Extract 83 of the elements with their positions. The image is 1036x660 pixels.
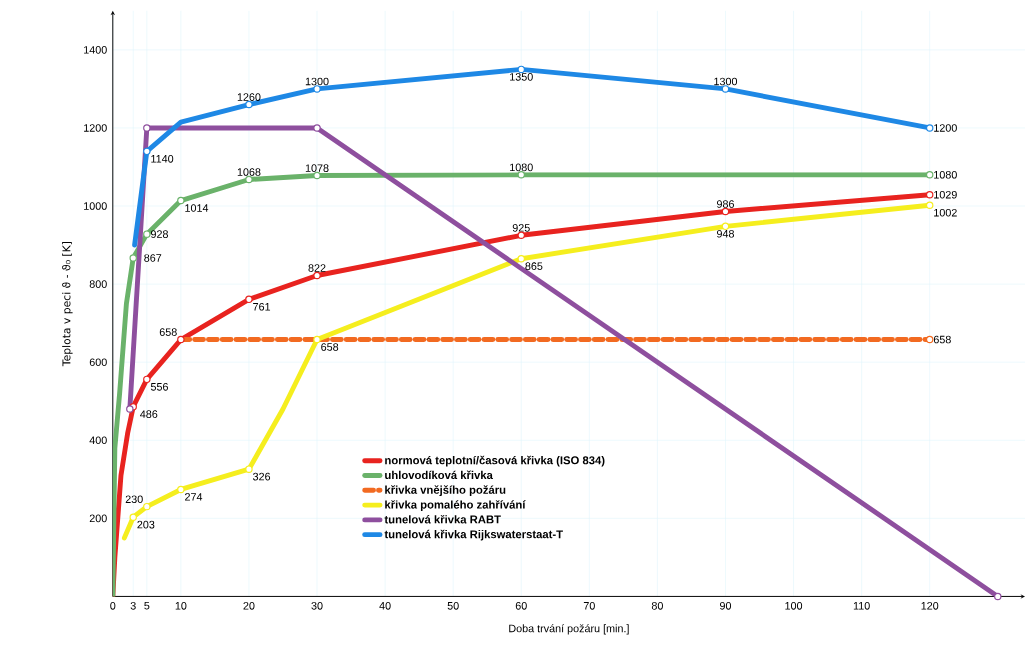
- x-tick-label: 30: [311, 601, 323, 610]
- point: [313, 335, 321, 344]
- point: [925, 201, 934, 209]
- data-label: 1260: [237, 93, 261, 101]
- x-tick-label: 60: [515, 601, 527, 610]
- data-label: 1068: [237, 168, 261, 176]
- legend-label: normová teplotní/časová křivka (ISO 834): [385, 455, 605, 467]
- point: [925, 170, 934, 179]
- data-label: 230: [125, 495, 143, 503]
- data-label: 1078: [305, 164, 329, 172]
- data-label: 1080: [510, 163, 533, 171]
- x-tick-label: 0: [110, 601, 116, 610]
- x-axis-title: Doba trvání požáru [min.]: [509, 624, 629, 635]
- y-axis-title: Teplota v peci ϑ - ϑ₀ [K]: [62, 241, 73, 366]
- data-label: 925: [512, 223, 530, 232]
- data-label: 1300: [305, 77, 329, 86]
- data-label: 948: [716, 229, 734, 238]
- point: [143, 502, 151, 511]
- point: [925, 190, 934, 199]
- x-tick-label: 5: [144, 601, 150, 610]
- point: [143, 124, 151, 132]
- y-tick-label: 1400: [84, 45, 107, 54]
- data-label: 1300: [714, 77, 738, 86]
- x-tick-label: 90: [719, 601, 732, 610]
- data-label: 1140: [151, 154, 174, 163]
- data-label: 658: [321, 342, 339, 351]
- data-label: 556: [150, 382, 168, 391]
- y-tick-label: 1200: [84, 123, 107, 132]
- point: [177, 196, 185, 205]
- y-tick-label: 600: [89, 358, 107, 366]
- point: [313, 124, 321, 132]
- y-tick-label: 800: [89, 280, 107, 288]
- point: [143, 230, 151, 238]
- legend-label: tunelová křivka Rijkswaterstaat-T: [384, 529, 563, 541]
- point: [177, 335, 185, 344]
- x-tick-label: 70: [583, 601, 595, 610]
- y-tick-label: 400: [89, 436, 107, 444]
- data-label: 867: [144, 253, 162, 262]
- point: [994, 592, 1002, 600]
- x-tick-label: 110: [853, 601, 870, 610]
- data-label: 822: [308, 264, 326, 272]
- y-tick-label: 200: [89, 514, 107, 522]
- data-label: 1014: [185, 203, 209, 212]
- point: [129, 513, 137, 521]
- x-tick-label: 20: [243, 601, 255, 610]
- data-label: 1200: [934, 123, 957, 132]
- legend-label: tunelová křivka RABT: [384, 514, 501, 524]
- data-label: 1080: [934, 170, 957, 179]
- data-label: 658: [159, 328, 177, 336]
- point: [517, 254, 525, 263]
- point: [143, 375, 151, 383]
- data-label: 865: [525, 262, 543, 270]
- point: [517, 65, 525, 73]
- x-tick-label: 80: [651, 601, 663, 610]
- legend-label: uhlovodíková křivka: [385, 470, 493, 479]
- x-tick-label: 10: [175, 601, 187, 610]
- legend-label: křivka pomalého zahřívání: [385, 499, 526, 511]
- x-tick-label: 40: [379, 601, 391, 610]
- point: [143, 147, 151, 155]
- data-label: 1002: [934, 208, 957, 217]
- y-tick-label: 1000: [84, 202, 107, 210]
- data-label: 326: [253, 472, 271, 481]
- point: [245, 465, 253, 473]
- point: [925, 335, 934, 344]
- x-tick-label: 3: [130, 601, 136, 610]
- point: [925, 124, 934, 132]
- data-label: 928: [150, 230, 168, 238]
- point: [245, 295, 253, 303]
- data-label: 658: [933, 335, 951, 344]
- point: [721, 222, 730, 230]
- data-label: 274: [185, 492, 203, 501]
- point: [177, 485, 185, 493]
- x-tick-label: 120: [921, 601, 939, 610]
- x-tick-label: 50: [447, 601, 459, 610]
- data-label: 1350: [510, 72, 533, 81]
- data-label: 486: [140, 410, 158, 418]
- data-label: 986: [716, 200, 734, 208]
- x-tick-label: 100: [785, 601, 803, 610]
- data-label: 1029: [934, 190, 957, 199]
- data-label: 203: [137, 520, 155, 529]
- point: [129, 254, 137, 262]
- data-label: 761: [253, 302, 271, 311]
- legend-label: křivka vnějšího požáru: [385, 485, 506, 496]
